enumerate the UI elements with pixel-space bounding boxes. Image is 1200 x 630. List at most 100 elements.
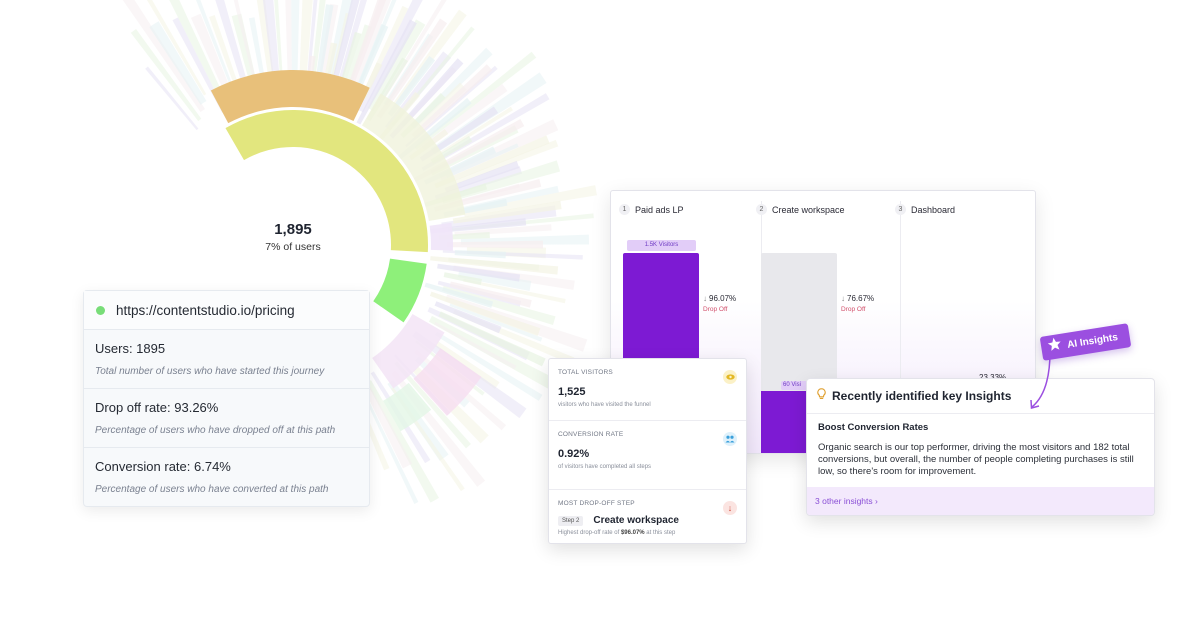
visitors-pill-step-2: 60 Visi <box>781 381 815 390</box>
drop-off-label: Drop Off <box>841 306 866 313</box>
sunburst-ring-3-faint <box>429 222 453 251</box>
lightbulb-icon <box>817 387 826 405</box>
step-name: Paid ads LP <box>635 204 684 215</box>
sunburst-ray <box>463 185 597 217</box>
insight-text: Organic search is our top performer, dri… <box>818 442 1134 477</box>
insight-subtitle: Boost Conversion Rates <box>818 422 929 433</box>
sunburst-ring-2-small <box>373 258 427 323</box>
sunburst-ray <box>233 0 258 88</box>
sunburst-ray <box>364 395 419 504</box>
sunburst-arcs <box>210 70 482 432</box>
arrow-down-icon: ↓ <box>723 501 737 515</box>
sunburst-ray <box>146 0 207 96</box>
sunburst-ray <box>430 256 559 275</box>
sunburst-ray <box>430 218 527 234</box>
sunburst-ray <box>405 65 498 148</box>
sunburst-ray <box>429 291 541 336</box>
step-name: Create workspace <box>772 204 845 215</box>
sunburst-ray <box>434 331 543 401</box>
sunburst-ray <box>434 341 500 390</box>
people-icon <box>723 432 737 446</box>
visitors-pill: 1.5K Visitors <box>627 240 696 251</box>
sunburst-ray <box>434 322 517 370</box>
funnel-step-2[interactable]: 2 Create workspace <box>756 204 845 215</box>
sunburst-center-caption: 7% of users <box>265 241 320 253</box>
sunburst-ray <box>434 135 550 189</box>
curved-arrow-icon <box>1030 351 1051 409</box>
sunburst-ray <box>364 387 413 469</box>
sunburst-ring-4-faint <box>383 382 432 432</box>
sunburst-ray <box>434 301 502 334</box>
insights-footer[interactable]: 3 other insights › <box>807 487 1154 515</box>
total-visitors-stat: TOTAL VISITORS 1,525 visitors who have v… <box>549 359 746 421</box>
stat-label: TOTAL VISITORS <box>558 369 613 376</box>
insights-body: Boost Conversion Rates Organic search is… <box>807 414 1154 478</box>
step-3-percentage: 23.33% <box>979 373 1006 382</box>
sunburst-ring-3-faint <box>362 93 466 222</box>
drop-off-step-2: ↓ 76.67% Drop Off <box>841 294 874 313</box>
conversion-description: Percentage of users who have converted a… <box>95 484 329 495</box>
sunburst-ray <box>291 0 300 78</box>
sunburst-ray <box>209 14 237 82</box>
stat-label: MOST DROP-OFF STEP <box>558 500 635 507</box>
sunburst-ray <box>411 64 493 139</box>
funnel-step-1[interactable]: 1 Paid ads LP <box>619 204 684 215</box>
sunburst-ray <box>149 21 207 105</box>
journey-sunburst-chart: 1,895 7% of users <box>130 0 597 504</box>
sunburst-ray <box>330 0 360 89</box>
drop-off-value: 76.67% <box>847 294 875 303</box>
drop-off-step-name: Create workspace <box>593 515 679 526</box>
sunburst-ray <box>195 0 234 89</box>
step-divider <box>900 201 901 453</box>
chevron-right-icon: › <box>875 496 878 506</box>
ai-insights-badge[interactable]: AI Insights <box>1039 323 1132 361</box>
drop-off-label: Drop Off <box>703 306 728 313</box>
most-drop-off-stat: MOST DROP-OFF STEP Step 2 Create workspa… <box>549 490 746 553</box>
users-description: Total number of users who have started t… <box>95 366 325 377</box>
sunburst-ray <box>356 19 417 125</box>
sunburst-ray <box>248 17 265 81</box>
step-badge: Step 2 <box>558 515 584 526</box>
sunburst-center-value: 1,895 <box>274 221 312 238</box>
sunburst-ray <box>130 28 202 122</box>
sunburst-ray <box>449 281 532 308</box>
drop-off-row: Drop off rate: 93.26% Percentage of user… <box>84 389 369 448</box>
drop-off-step-description: Highest drop-off rate of $96.07% at this… <box>558 530 737 536</box>
sunburst-ray <box>454 139 559 185</box>
sunburst-ring-3 <box>210 70 370 124</box>
sunburst-ray <box>366 380 439 503</box>
ai-insights-label: AI Insights <box>1066 331 1119 351</box>
drop-off-title: Drop off rate: 93.26% <box>95 400 219 415</box>
arrow-down-icon: ↓ <box>703 294 707 303</box>
sunburst-ray <box>424 282 494 308</box>
drop-off-value: 96.07% <box>709 294 737 303</box>
sunburst-ray <box>414 51 537 150</box>
other-insights-link[interactable]: 3 other insights › <box>815 496 878 506</box>
step-number: 3 <box>895 204 906 215</box>
stat-description: visitors who have visited the funnel <box>558 402 651 408</box>
funnel-step-3[interactable]: 3 Dashboard <box>895 204 955 215</box>
sunburst-ray <box>443 272 482 285</box>
sunburst-ray <box>445 143 519 179</box>
sunburst-ray <box>376 18 448 119</box>
conversion-rate-stat: CONVERSION RATE 0.92% of visitors have c… <box>549 421 746 490</box>
stat-description: of visitors have completed all steps <box>558 464 652 470</box>
journey-url: https://contentstudio.io/pricing <box>116 302 295 318</box>
funnel-stats-card: TOTAL VISITORS 1,525 visitors who have v… <box>548 358 747 544</box>
conversion-title: Conversion rate: 6.74% <box>95 459 231 474</box>
sunburst-ray <box>285 0 292 84</box>
sunburst-ray <box>446 240 543 249</box>
description-prefix: Highest drop-off rate of <box>558 530 621 536</box>
sunburst-ring-4-faint <box>413 348 482 416</box>
insights-title: Recently identified key Insights <box>832 389 1012 403</box>
other-insights-label: 3 other insights <box>815 496 873 506</box>
stat-value: 0.92% <box>558 448 590 460</box>
drop-off-step-1: ↓ 96.07% Drop Off <box>703 294 736 313</box>
step-number: 1 <box>619 204 630 215</box>
sunburst-ray <box>274 0 284 90</box>
sunburst-ray <box>367 19 426 112</box>
status-dot <box>96 305 105 315</box>
sunburst-ray <box>190 13 233 98</box>
users-title: Users: 1895 <box>95 341 166 356</box>
step-number: 2 <box>756 204 767 215</box>
